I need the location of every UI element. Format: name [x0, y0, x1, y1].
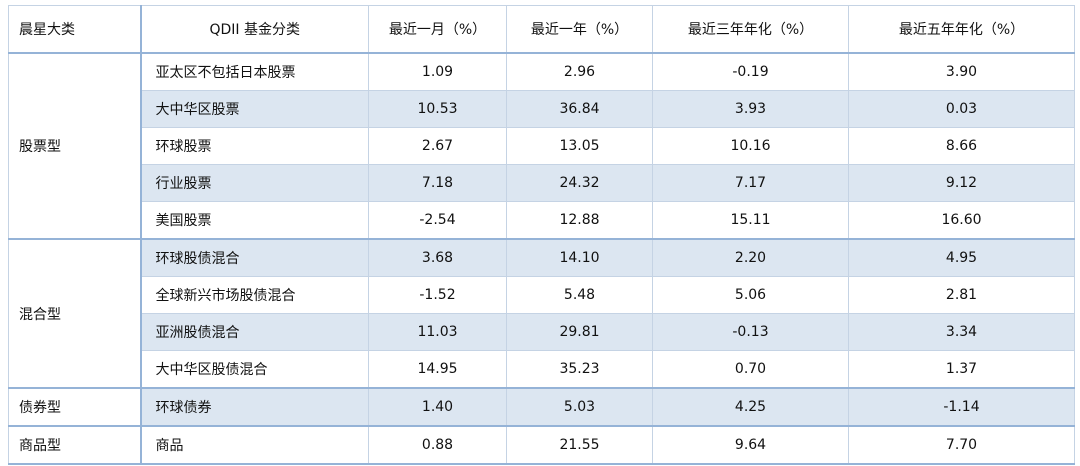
table-container: 晨星大类 QDII 基金分类 最近一月（%） 最近一年（%） 最近三年年化（%） 最近五年… — [8, 5, 1075, 465]
category-cell: 混合型 — [8, 238, 142, 389]
table-row: 债券型 环球债券 1.40 5.03 4.25 -1.14 — [8, 387, 1075, 427]
fund-type-cell: 亚太区不包括日本股票 — [140, 52, 369, 91]
return-cell: 16.60 — [848, 201, 1075, 240]
return-cell: 5.48 — [506, 276, 653, 314]
return-cell: 3.34 — [848, 313, 1075, 351]
return-cell: 2.96 — [506, 52, 653, 91]
fund-type-cell: 美国股票 — [140, 201, 369, 240]
return-cell: 29.81 — [506, 313, 653, 351]
returns-table: 晨星大类 QDII 基金分类 最近一月（%） 最近一年（%） 最近三年年化（%） 最近五年… — [8, 5, 1075, 465]
return-cell: -1.52 — [368, 276, 507, 314]
return-cell: 0.70 — [652, 350, 849, 389]
return-cell: 15.11 — [652, 201, 849, 240]
return-cell: -2.54 — [368, 201, 507, 240]
return-cell: 0.88 — [368, 425, 507, 465]
table-row: 亚洲股债混合 11.03 29.81 -0.13 3.34 — [9, 313, 1075, 351]
table-row: 环球股票 2.67 13.05 10.16 8.66 — [9, 127, 1075, 165]
return-cell: 1.09 — [368, 52, 507, 91]
return-cell: 5.03 — [506, 387, 653, 427]
return-cell: -0.13 — [652, 313, 849, 351]
return-cell: 3.68 — [368, 238, 507, 277]
return-cell: -0.19 — [652, 52, 849, 91]
fund-type-cell: 行业股票 — [140, 164, 369, 202]
return-cell: 24.32 — [506, 164, 653, 202]
return-cell: 1.37 — [848, 350, 1075, 389]
return-cell: 36.84 — [506, 90, 653, 128]
fund-type-cell: 大中华区股债混合 — [140, 350, 369, 389]
table-row: 美国股票 -2.54 12.88 15.11 16.60 — [9, 201, 1075, 240]
return-cell: 2.67 — [368, 127, 507, 165]
return-cell: -1.14 — [848, 387, 1075, 427]
return-cell: 7.70 — [848, 425, 1075, 465]
return-cell: 13.05 — [506, 127, 653, 165]
return-cell: 11.03 — [368, 313, 507, 351]
return-cell: 2.81 — [848, 276, 1075, 314]
return-cell: 12.88 — [506, 201, 653, 240]
header-cell: 最近五年年化（%） — [848, 5, 1075, 54]
header-cell: QDII 基金分类 — [140, 5, 369, 54]
return-cell: 4.95 — [848, 238, 1075, 277]
table-row: 行业股票 7.18 24.32 7.17 9.12 — [9, 164, 1075, 202]
return-cell: 14.10 — [506, 238, 653, 277]
return-cell: 9.64 — [652, 425, 849, 465]
return-cell: 8.66 — [848, 127, 1075, 165]
fund-type-cell: 大中华区股票 — [140, 90, 369, 128]
header-cell: 最近一月（%） — [368, 5, 507, 54]
return-cell: 0.03 — [848, 90, 1075, 128]
fund-type-cell: 环球债券 — [140, 387, 369, 427]
header-row: 晨星大类 QDII 基金分类 最近一月（%） 最近一年（%） 最近三年年化（%） 最近五年… — [8, 5, 1075, 54]
table-row: 混合型 环球股债混合 3.68 14.10 2.20 4.95 — [8, 238, 1075, 389]
header-cell: 最近三年年化（%） — [652, 5, 849, 54]
fund-type-cell: 全球新兴市场股债混合 — [140, 276, 369, 314]
return-cell: 10.16 — [652, 127, 849, 165]
return-cell: 5.06 — [652, 276, 849, 314]
return-cell: 14.95 — [368, 350, 507, 389]
return-cell: 1.40 — [368, 387, 507, 427]
return-cell: 7.17 — [652, 164, 849, 202]
category-cell: 商品型 — [8, 425, 142, 465]
fund-type-cell: 亚洲股债混合 — [140, 313, 369, 351]
return-cell: 3.90 — [848, 52, 1075, 91]
return-cell: 35.23 — [506, 350, 653, 389]
table-row: 股票型 亚太区不包括日本股票 1.09 2.96 -0.19 3.90 — [8, 52, 1075, 240]
table-row: 全球新兴市场股债混合 -1.52 5.48 5.06 2.81 — [9, 276, 1075, 314]
category-cell: 股票型 — [8, 52, 142, 240]
return-cell: 4.25 — [652, 387, 849, 427]
return-cell: 3.93 — [652, 90, 849, 128]
return-cell: 7.18 — [368, 164, 507, 202]
return-cell: 2.20 — [652, 238, 849, 277]
table-row: 大中华区股票 10.53 36.84 3.93 0.03 — [9, 90, 1075, 128]
table-row: 商品型 商品 0.88 21.55 9.64 7.70 — [8, 425, 1075, 465]
category-cell: 债券型 — [8, 387, 142, 427]
table-row: 大中华区股债混合 14.95 35.23 0.70 1.37 — [9, 350, 1075, 389]
return-cell: 9.12 — [848, 164, 1075, 202]
header-cell: 晨星大类 — [8, 5, 142, 54]
return-cell: 10.53 — [368, 90, 507, 128]
fund-type-cell: 商品 — [140, 425, 369, 465]
header-cell: 最近一年（%） — [506, 5, 653, 54]
fund-type-cell: 环球股债混合 — [140, 238, 369, 277]
return-cell: 21.55 — [506, 425, 653, 465]
fund-type-cell: 环球股票 — [140, 127, 369, 165]
